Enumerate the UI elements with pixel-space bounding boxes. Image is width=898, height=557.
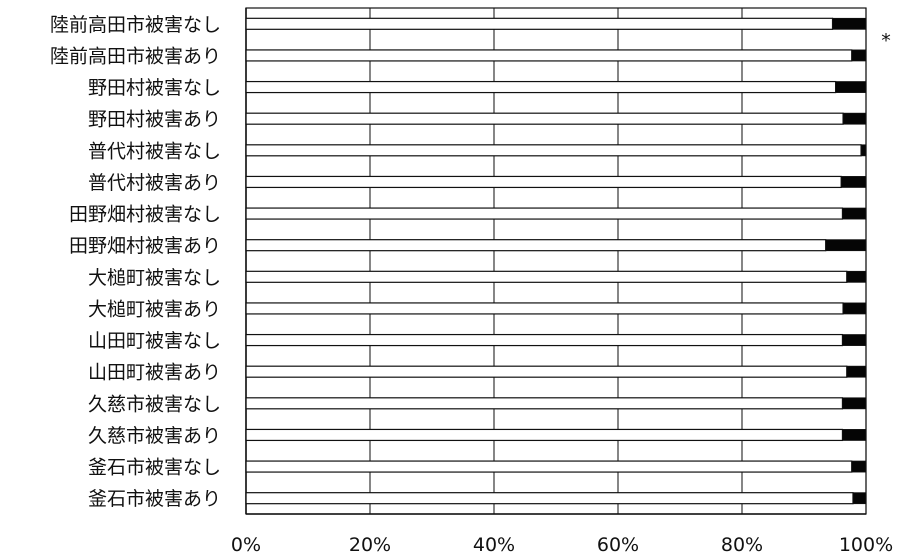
bar-segment-series-2 [842, 429, 867, 441]
category-label: 野田村被害あり [88, 109, 221, 131]
x-tick-label: 20% [349, 534, 391, 556]
bar-segment-series-2 [842, 334, 867, 346]
category-label: 普代村被害なし [88, 140, 221, 162]
bar-segment-series-1 [245, 80, 837, 94]
bars-layer [245, 17, 867, 505]
bar-segment-series-2 [835, 81, 867, 93]
bar-segment-series-1 [245, 302, 844, 315]
bar-segment-series-2 [860, 144, 867, 157]
bar-segment-series-2 [842, 112, 867, 125]
category-label: 久慈市被害あり [88, 425, 221, 447]
bar-segment-series-2 [840, 176, 867, 188]
x-tick-label: 60% [597, 534, 639, 556]
bar-segment-series-2 [832, 17, 867, 30]
bar-segment-series-1 [245, 112, 844, 125]
axis-layer [245, 7, 867, 515]
category-label: 山田町被害なし [88, 330, 221, 352]
x-tick-label: 100% [839, 534, 893, 556]
bar-segment-series-1 [245, 144, 862, 157]
category-label: 釜石市被害なし [88, 457, 221, 479]
bar-segment-series-1 [245, 49, 853, 62]
category-label: 野田村被害なし [88, 77, 221, 99]
bar-segment-series-1 [245, 175, 842, 189]
category-label: 陸前高田市被害あり [50, 45, 221, 67]
bar-segment-series-1 [245, 492, 854, 505]
bar-segment-series-1 [245, 460, 853, 473]
x-tick-label: 0% [231, 534, 261, 556]
label-layer: 陸前高田市被害なし陸前高田市被害あり野田村被害なし野田村被害あり普代村被害なし普… [50, 14, 893, 556]
category-label: 普代村被害あり [88, 172, 221, 194]
bar-segment-series-1 [245, 397, 844, 410]
category-label: 陸前高田市被害なし [50, 14, 221, 36]
bar-segment-series-1 [245, 239, 827, 252]
bar-segment-series-1 [245, 207, 844, 220]
category-label: 大槌町被害なし [88, 267, 221, 289]
annotation-marker: * [881, 30, 891, 52]
bar-segment-series-2 [846, 365, 867, 378]
bar-segment-series-2 [846, 270, 867, 283]
bar-segment-series-2 [851, 49, 867, 62]
category-label: 田野畑村被害あり [69, 235, 221, 257]
bar-segment-series-2 [842, 302, 867, 315]
category-label: 田野畑村被害なし [69, 204, 221, 226]
bar-segment-series-2 [842, 397, 867, 410]
bar-segment-series-1 [245, 17, 834, 30]
bar-segment-series-2 [842, 207, 867, 220]
bar-segment-series-1 [245, 365, 848, 378]
bar-segment-series-2 [851, 460, 867, 473]
x-tick-label: 40% [473, 534, 515, 556]
category-label: 大槌町被害あり [88, 298, 221, 320]
bar-segment-series-1 [245, 333, 844, 347]
category-label: 久慈市被害なし [88, 393, 221, 415]
bar-segment-series-1 [245, 270, 848, 283]
x-tick-label: 80% [721, 534, 763, 556]
category-label: 釜石市被害あり [88, 488, 221, 510]
bar-segment-series-2 [825, 239, 867, 252]
bar-segment-series-2 [852, 492, 867, 505]
bar-segment-series-1 [245, 428, 844, 442]
category-label: 山田町被害あり [88, 362, 221, 384]
